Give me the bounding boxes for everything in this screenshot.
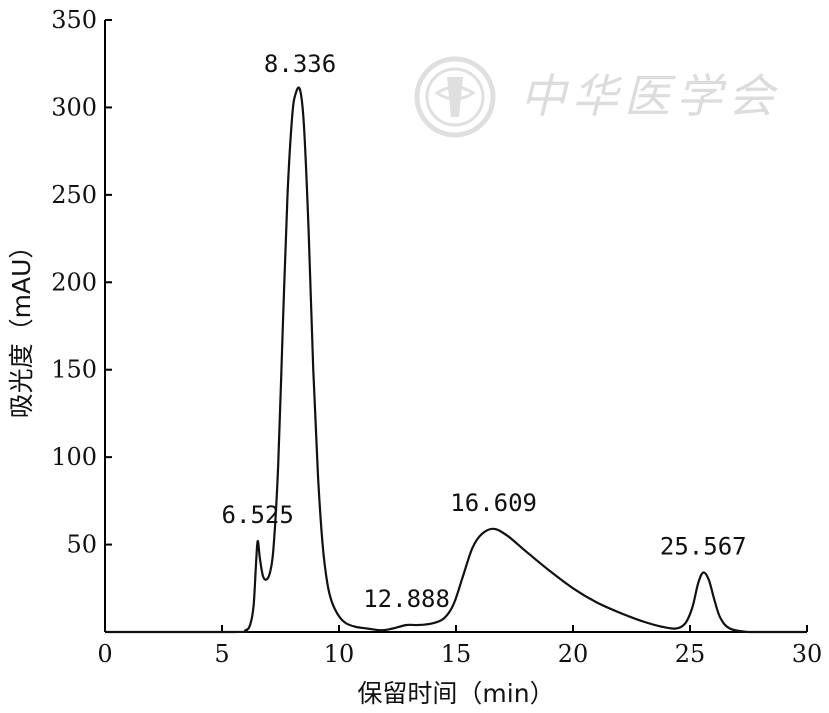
peak-labels: 6.525 8.336 12.888 16.609 25.567 [222,50,747,613]
chromatogram-trace [104,86,807,634]
y-tick-label: 200 [51,268,97,296]
y-ticks: 50 100 150 200 250 300 350 [51,6,112,559]
x-tick-label: 10 [324,640,355,668]
society-seal-icon [414,56,496,138]
watermark-text: 中华医学会 [520,69,780,123]
y-tick-label: 300 [51,93,97,121]
y-tick-label: 50 [66,531,97,559]
y-tick-label: 250 [51,181,97,209]
watermark: 中华医学会 [414,56,780,138]
peak-label: 25.567 [660,533,747,561]
x-tick-label: 20 [558,640,589,668]
y-axis-title: 吸光度（mAU） [7,234,36,419]
peak-label: 12.888 [363,585,450,613]
x-tick-label: 25 [675,640,706,668]
y-tick-label: 100 [51,443,97,471]
x-tick-label: 30 [792,640,823,668]
peak-label: 6.525 [222,501,294,529]
x-axis-title: 保留时间（min） [357,679,554,708]
x-tick-label: 5 [214,640,229,668]
y-tick-label: 150 [51,356,97,384]
x-tick-label: 15 [441,640,472,668]
peak-label: 16.609 [450,489,537,517]
y-tick-label: 350 [51,6,97,34]
x-ticks: 0 5 10 15 20 25 30 [97,625,822,668]
peak-label: 8.336 [264,50,336,78]
x-tick-label: 0 [97,640,112,668]
